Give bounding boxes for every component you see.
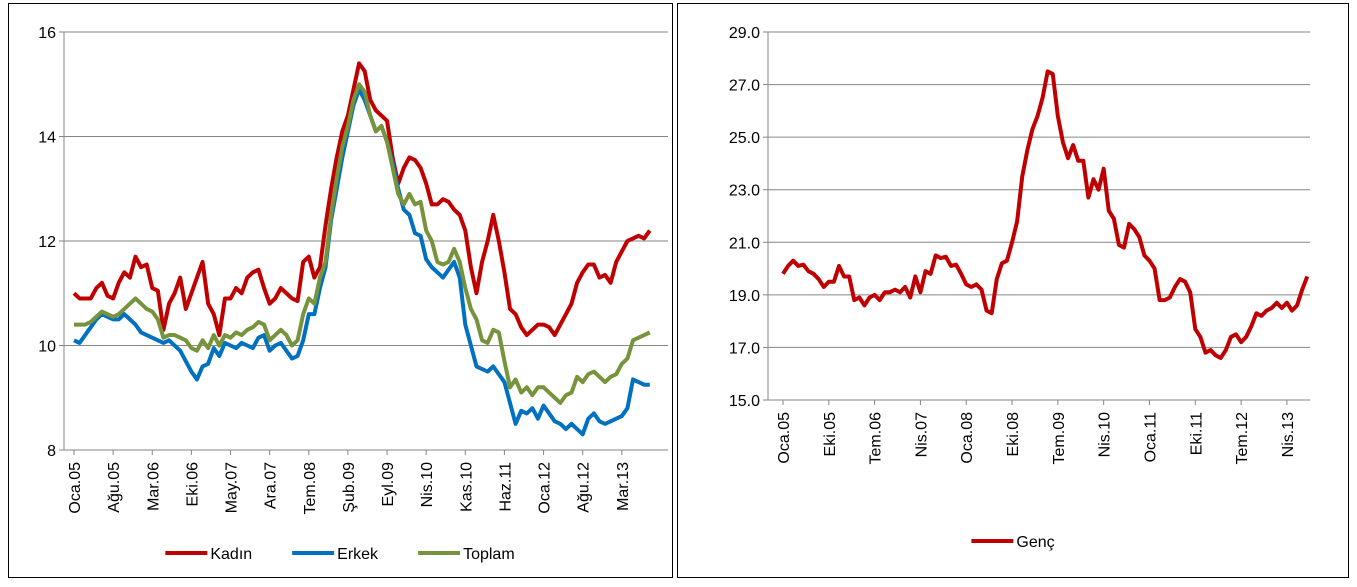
y-tick-label: 14 xyxy=(38,130,56,147)
y-tick-label: 25.0 xyxy=(729,130,760,147)
y-tick-label: 15.0 xyxy=(729,393,760,410)
y-tick-label: 21.0 xyxy=(729,235,760,252)
legend-label: Genç xyxy=(1016,534,1054,551)
x-tick-label: Nis.10 xyxy=(1097,412,1114,457)
panel-border xyxy=(8,3,673,578)
y-tick-label: 19.0 xyxy=(729,288,760,305)
legend-label: Toplam xyxy=(463,546,515,563)
x-tick-label: Tem.08 xyxy=(302,462,319,515)
x-tick-label: Oca.12 xyxy=(537,462,554,514)
x-tick-label: Mar.13 xyxy=(615,462,632,511)
x-tick-label: Eki.08 xyxy=(1005,412,1022,457)
series-line xyxy=(781,69,1310,360)
x-tick-label: Ara.07 xyxy=(263,462,280,509)
y-tick-label: 8 xyxy=(47,443,56,460)
x-tick-label: Nis.07 xyxy=(913,412,930,457)
y-tick-label: 17.0 xyxy=(729,340,760,357)
x-tick-label: Oca.05 xyxy=(67,462,84,514)
x-tick-label: Şub.09 xyxy=(341,462,358,513)
x-tick-label: Oca.08 xyxy=(959,412,976,464)
series-line xyxy=(72,61,652,338)
x-tick-label: Nis.13 xyxy=(1280,412,1297,457)
x-tick-label: Tem.09 xyxy=(1051,412,1068,465)
x-tick-label: Tem.06 xyxy=(868,412,885,465)
x-tick-label: May.07 xyxy=(224,462,241,513)
x-tick-label: Kas.10 xyxy=(458,462,475,512)
x-tick-label: Eki.05 xyxy=(822,412,839,457)
x-tick-label: Eyl.09 xyxy=(380,462,397,507)
x-tick-label: Tem.12 xyxy=(1234,412,1251,465)
x-tick-label: Ağu.05 xyxy=(106,462,123,513)
x-tick-label: Eki.11 xyxy=(1188,412,1205,455)
legend-label: Kadın xyxy=(210,546,252,563)
x-tick-label: Mar.06 xyxy=(145,462,162,511)
x-tick-label: Eki.06 xyxy=(184,462,201,507)
x-tick-label: Ağu.12 xyxy=(576,462,593,513)
y-tick-label: 12 xyxy=(38,234,56,251)
panel-border xyxy=(677,3,1349,578)
x-tick-label: Nis.10 xyxy=(419,462,436,507)
y-tick-label: 10 xyxy=(38,339,56,356)
y-tick-label: 27.0 xyxy=(729,78,760,95)
series-line xyxy=(74,82,651,405)
x-tick-label: Oca.05 xyxy=(776,412,793,464)
y-tick-label: 29.0 xyxy=(729,25,760,42)
x-tick-label: Haz.11 xyxy=(497,462,514,512)
y-tick-label: 23.0 xyxy=(729,183,760,200)
x-tick-label: Oca.11 xyxy=(1142,412,1159,463)
y-tick-label: 16 xyxy=(38,25,56,42)
legend-label: Erkek xyxy=(337,546,379,563)
series-line xyxy=(73,87,650,437)
